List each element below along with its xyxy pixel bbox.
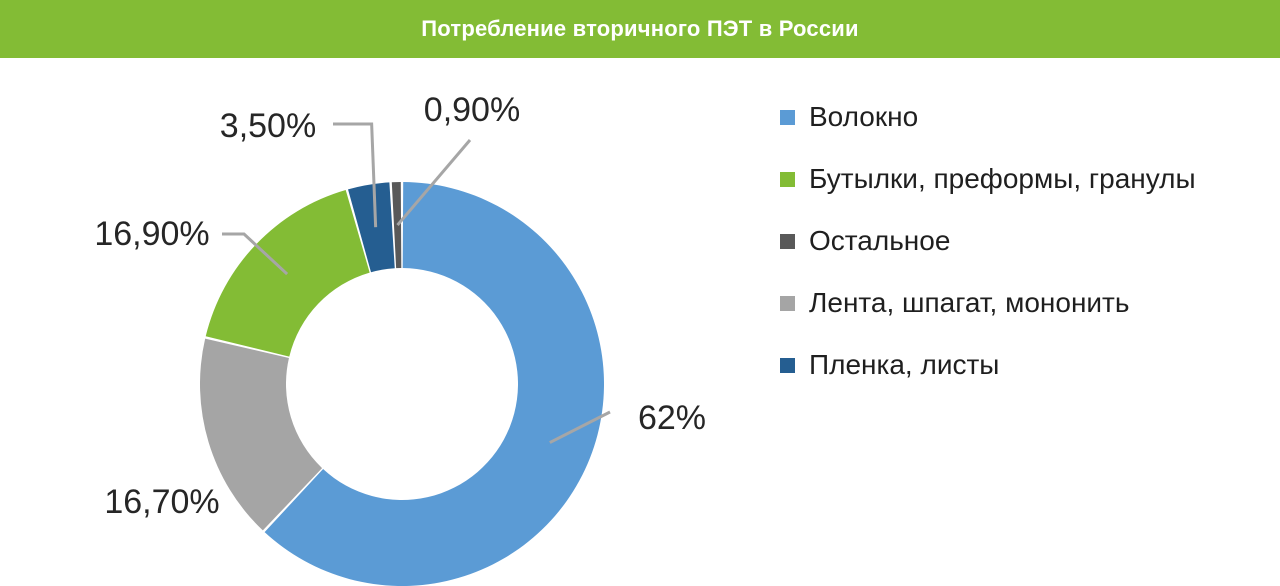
data-label: 0,90% [424,91,520,129]
data-label: 16,90% [94,215,209,253]
legend: Волокно Бутылки, преформы, гранулы Остал… [780,97,1196,385]
legend-swatch [780,233,795,249]
legend-label: Остальное [809,225,951,256]
legend-item-ostalnoe: Остальное [780,221,1196,261]
legend-label: Бутылки, преформы, гранулы [809,163,1196,194]
slice-0,90% [391,182,402,269]
legend-swatch [780,171,795,187]
data-labels: 62% 16,70% 16,90% 3,50% 0,90% [94,91,706,521]
legend-swatch [780,357,795,373]
leader-line [333,122,378,228]
legend-item-lenta: Лента, шпагат, мононить [780,283,1196,323]
chart-title: Потребление вторичного ПЭТ в России [0,0,1280,58]
data-label: 3,50% [220,107,316,145]
donut-slices [199,182,604,586]
legend-swatch [780,109,795,125]
leader-line [396,139,472,227]
legend-label: Лента, шпагат, мононить [809,287,1130,318]
slice-62% [264,182,604,586]
legend-swatch [780,295,795,311]
legend-label: Пленка, листы [809,349,1000,380]
legend-item-volokno: Волокно [780,97,1196,137]
legend-item-butylki: Бутылки, преформы, гранулы [780,159,1196,199]
data-label: 16,70% [104,483,219,521]
slice-16,70% [199,338,323,531]
legend-item-plenka: Пленка, листы [780,345,1196,385]
leader-lines [222,122,611,444]
leader-line [222,232,289,276]
legend-label: Волокно [809,101,919,132]
leader-line [549,410,611,444]
data-label: 62% [638,399,706,437]
slice-3,50% [348,182,395,273]
